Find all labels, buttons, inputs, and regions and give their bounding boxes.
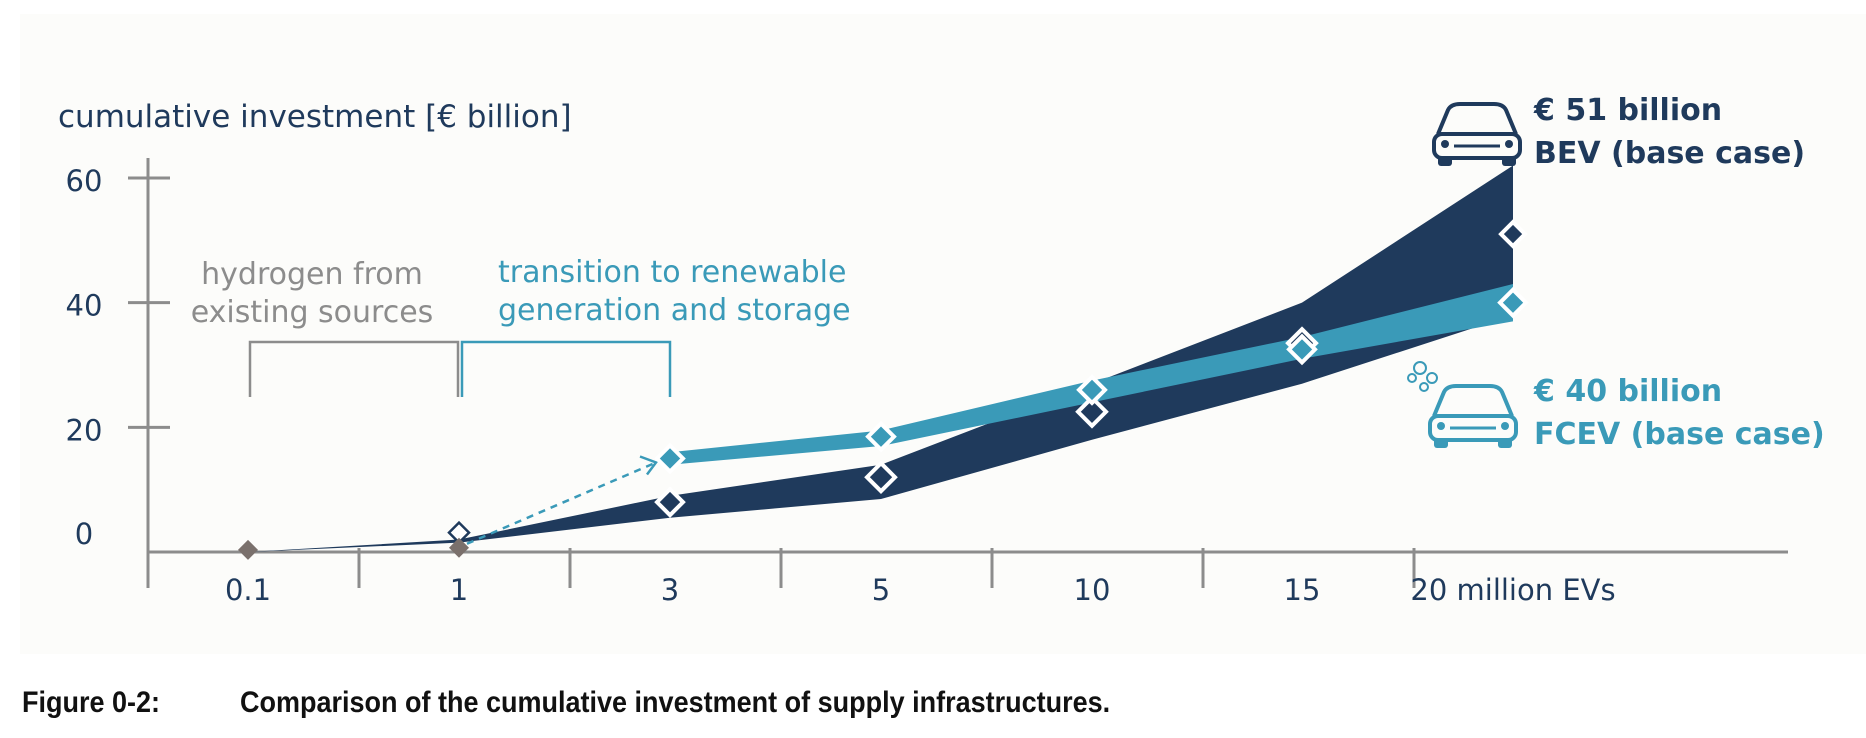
x-tick-label-4: 10 (1074, 573, 1111, 607)
hydrogen-bracket (248, 340, 460, 397)
fcev-band (670, 283, 1513, 465)
bev-car-icon (1432, 102, 1522, 166)
bev-band (248, 165, 1513, 553)
transition-bracket (460, 340, 672, 397)
marker-fcev-3 (654, 442, 686, 475)
bev-callout-label: BEV (base case) (1534, 136, 1805, 171)
bev-callout-value: € 51 billion (1533, 93, 1722, 128)
y-tick-label-0: 0 (75, 517, 93, 551)
y-tick-label-20: 20 (66, 413, 103, 447)
hydrogen-bubble-icon (1426, 372, 1438, 384)
marker-bev-10 (1075, 394, 1109, 429)
marker-fcev-20 million EVs (1497, 286, 1529, 319)
fcev-callout-label: FCEV (base case) (1534, 417, 1825, 452)
transition-arrow-head (639, 455, 659, 476)
marker-fcev-5 (865, 420, 897, 453)
annotation-transition-line2: generation and storage (498, 293, 851, 328)
hydrogen-bubble-icon (1413, 361, 1427, 375)
marker-bev-5 (864, 460, 898, 495)
annotation-transition-line1: transition to renewable (498, 255, 846, 290)
marker-fcev-15 (1286, 333, 1318, 366)
x-tick-label-2: 3 (661, 573, 679, 607)
annotation-hydrogen-line1: hydrogen from (201, 257, 423, 292)
marker-bev-20 million EVs (1498, 219, 1528, 249)
cumulative-investment-chart: 0 20 40 60 cumulative investment [€ billion]… (58, 93, 1825, 607)
marker-hydrogen-0.1 (238, 539, 258, 560)
hydrogen-bubble-icon (1419, 382, 1429, 392)
y-tick-label-60: 60 (66, 164, 103, 198)
marker-fcev-10 (1076, 374, 1108, 406)
x-tick-label-6: 20 million EVs (1410, 573, 1615, 607)
hydrogen-bubble-icon (1407, 373, 1417, 383)
figure-caption: Figure 0-2: Comparison of the cumulative… (22, 686, 1842, 730)
marker-hydrogen-1 (449, 537, 469, 558)
annotation-hydrogen-line2: existing sources (191, 295, 434, 330)
y-tick-label-40: 40 (66, 289, 103, 323)
fcev-callout-value: € 40 billion (1533, 374, 1722, 409)
caption-label: Figure 0-2: (22, 686, 161, 719)
fcev-car-icon (1428, 384, 1518, 448)
x-tick-label-0: 0.1 (225, 573, 271, 607)
x-tick-label-1: 1 (450, 573, 468, 607)
marker-bev-3 (654, 486, 686, 518)
y-axis-label: cumulative investment [€ billion] (58, 99, 572, 135)
transition-dashed-arrow (466, 461, 657, 545)
x-tick-label-3: 5 (872, 573, 890, 607)
x-tick-label-5: 15 (1284, 573, 1321, 607)
caption-text: Comparison of the cumulative investment … (240, 686, 1111, 719)
